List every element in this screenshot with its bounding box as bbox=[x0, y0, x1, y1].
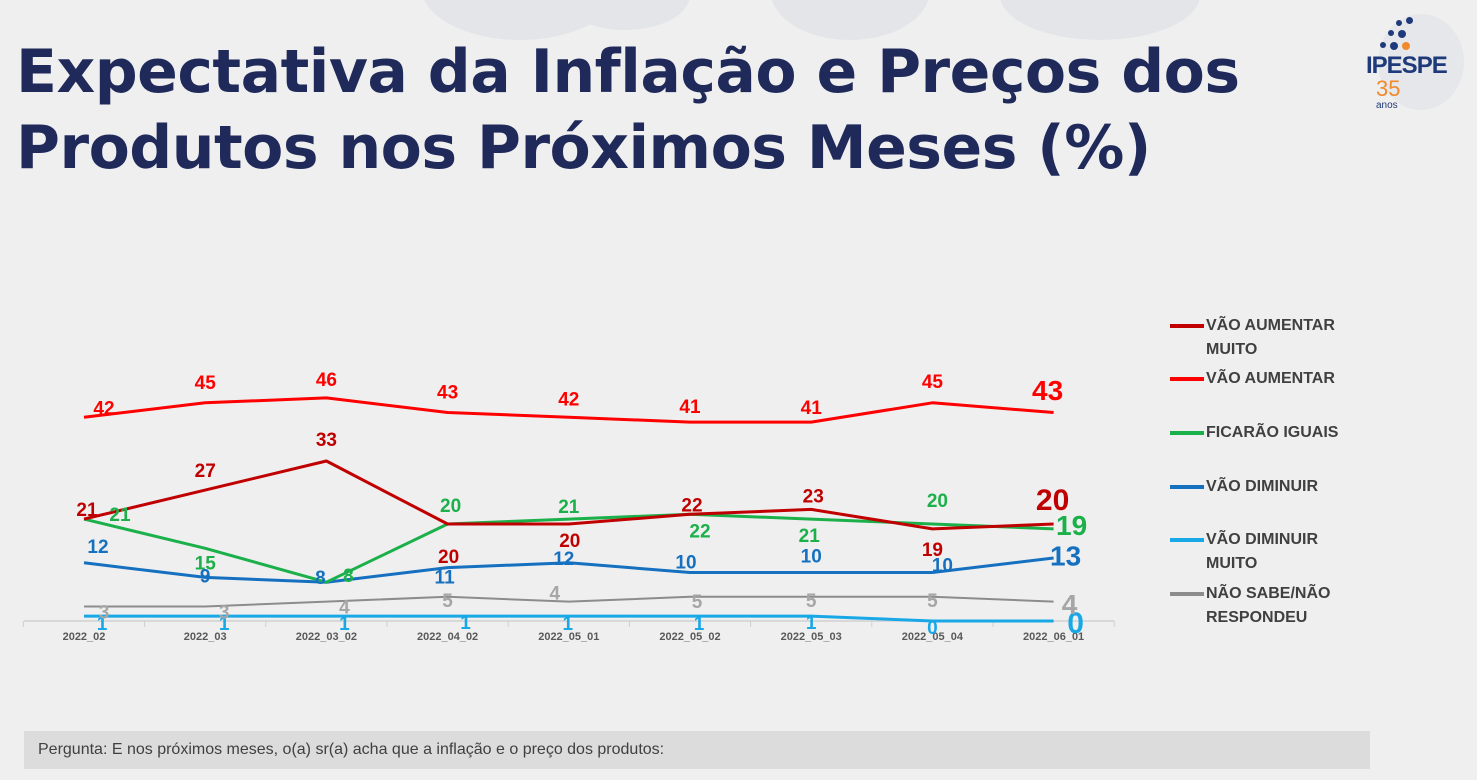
legend-label: NÃO SABE/NÃO RESPONDEU bbox=[1206, 582, 1376, 630]
data-label-diminuir: 8 bbox=[315, 568, 326, 589]
data-label-aumentar: 41 bbox=[679, 397, 701, 418]
data-label-diminuir: 9 bbox=[200, 566, 211, 587]
data-label-diminuir-muito: 0 bbox=[927, 618, 938, 639]
legend-label-line: VÃO DIMINUIR bbox=[1206, 531, 1318, 548]
data-label-iguais: 21 bbox=[799, 526, 821, 547]
data-label-nao-sabe: 5 bbox=[806, 591, 817, 612]
data-label-diminuir-muito: 1 bbox=[806, 613, 817, 634]
legend-label: FICARÃO IGUAIS bbox=[1206, 421, 1376, 445]
data-label-diminuir-muito: 1 bbox=[339, 614, 350, 635]
logo-years: 35 bbox=[1376, 76, 1401, 101]
logo-text: IPESPE bbox=[1366, 52, 1448, 79]
data-label-diminuir: 10 bbox=[801, 547, 822, 568]
data-label-aumentar: 46 bbox=[316, 370, 337, 391]
data-label-aumentar-muito: 33 bbox=[316, 430, 337, 451]
data-label-diminuir: 11 bbox=[435, 568, 456, 589]
legend-label-line: RESPONDEU bbox=[1206, 609, 1308, 626]
x-tick-label: 2022_03_02 bbox=[296, 631, 357, 643]
legend-label: VÃO DIMINUIR MUITO bbox=[1206, 528, 1376, 576]
legend-swatch bbox=[1170, 324, 1204, 328]
data-label-aumentar: 43 bbox=[1032, 375, 1063, 406]
data-label-nao-sabe: 5 bbox=[927, 591, 938, 612]
legend-swatch bbox=[1170, 592, 1204, 596]
data-label-aumentar-muito: 22 bbox=[681, 495, 702, 516]
legend-label-line: MUITO bbox=[1206, 555, 1258, 572]
title-line-2: Produtos nos Próximos Meses (%) bbox=[16, 113, 1151, 183]
x-tick-label: 2022_03 bbox=[184, 631, 227, 643]
legend-label-line: FICARÃO IGUAIS bbox=[1206, 424, 1339, 441]
legend-swatch bbox=[1170, 431, 1204, 435]
x-tick-label: 2022_02 bbox=[63, 631, 106, 643]
x-tick-label: 2022_05_03 bbox=[781, 631, 842, 643]
data-label-diminuir-muito: 1 bbox=[694, 614, 705, 635]
data-label-aumentar-muito: 20 bbox=[559, 531, 580, 552]
data-label-nao-sabe: 4 bbox=[1062, 589, 1078, 620]
data-label-aumentar-muito: 20 bbox=[438, 547, 459, 568]
data-label-iguais: 20 bbox=[927, 491, 948, 512]
data-label-aumentar: 42 bbox=[93, 398, 114, 419]
x-tick-label: 2022_05_01 bbox=[538, 631, 599, 643]
data-label-aumentar-muito: 19 bbox=[922, 540, 943, 561]
legend-label: VÃO AUMENTAR bbox=[1206, 367, 1376, 391]
data-label-nao-sabe: 5 bbox=[692, 592, 703, 613]
series-line-nao-sabe bbox=[84, 595, 1054, 608]
data-label-aumentar: 45 bbox=[922, 372, 944, 393]
x-tick-label: 2022_04_02 bbox=[417, 631, 478, 643]
data-label-nao-sabe: 5 bbox=[442, 591, 453, 612]
data-label-aumentar-muito: 27 bbox=[195, 461, 216, 482]
data-label-diminuir-muito: 1 bbox=[219, 614, 230, 635]
data-label-diminuir: 13 bbox=[1050, 540, 1081, 571]
legend-swatch bbox=[1170, 485, 1204, 489]
series-line-aumentar bbox=[83, 396, 1054, 424]
data-label-aumentar-muito: 20 bbox=[1036, 484, 1069, 517]
data-label-iguais: 22 bbox=[689, 521, 710, 542]
question-footer: Pergunta: E nos próximos meses, o(a) sr(… bbox=[24, 731, 1370, 769]
legend-label: VÃO AUMENTAR MUITO bbox=[1206, 314, 1376, 362]
x-tick-label: 2022_06_01 bbox=[1023, 631, 1084, 643]
data-label-iguais: 21 bbox=[558, 497, 580, 518]
title-line-1: Expectativa da Inflação e Preços dos bbox=[16, 37, 1240, 107]
legend-label-line: VÃO AUMENTAR bbox=[1206, 317, 1335, 334]
legend-label-line: VÃO DIMINUIR bbox=[1206, 478, 1318, 495]
data-label-nao-sabe: 3 bbox=[99, 602, 110, 623]
data-label-diminuir: 10 bbox=[675, 553, 696, 574]
data-label-iguais: 15 bbox=[195, 553, 217, 574]
series-line-diminuir-muito bbox=[84, 614, 1054, 623]
data-label-iguais: 20 bbox=[440, 496, 461, 517]
x-tick-label: 2022_05_02 bbox=[659, 631, 720, 643]
data-label-diminuir: 10 bbox=[932, 556, 953, 577]
data-label-diminuir-muito: 1 bbox=[97, 614, 108, 635]
data-label-nao-sabe: 3 bbox=[219, 602, 230, 623]
data-label-diminuir: 12 bbox=[87, 537, 108, 558]
series-line-diminuir bbox=[83, 556, 1054, 584]
data-label-diminuir-muito: 0 bbox=[1067, 607, 1084, 640]
data-label-iguais: 21 bbox=[109, 505, 131, 526]
ipespe-logo: IPESPE 35 anos bbox=[1366, 14, 1466, 114]
legend-label-line: NÃO SABE/NÃO bbox=[1206, 585, 1331, 602]
legend-swatch bbox=[1170, 377, 1204, 381]
data-label-aumentar-muito: 21 bbox=[76, 500, 98, 521]
data-label-aumentar: 43 bbox=[437, 382, 458, 403]
data-label-aumentar: 41 bbox=[801, 398, 823, 419]
series-line-aumentar-muito bbox=[83, 459, 1054, 531]
legend-label: VÃO DIMINUIR bbox=[1206, 475, 1376, 499]
data-label-diminuir: 12 bbox=[553, 549, 574, 570]
x-tick-label: 2022_05_04 bbox=[902, 631, 964, 643]
legend-swatch bbox=[1170, 538, 1204, 542]
data-label-diminuir-muito: 1 bbox=[460, 613, 471, 634]
data-label-nao-sabe: 4 bbox=[550, 584, 561, 605]
legend-label-line: VÃO AUMENTAR bbox=[1206, 370, 1335, 387]
data-label-nao-sabe: 4 bbox=[339, 598, 350, 619]
data-label-aumentar: 42 bbox=[558, 389, 579, 410]
data-label-diminuir-muito: 1 bbox=[563, 614, 574, 635]
data-label-iguais: 8 bbox=[343, 566, 354, 587]
page-title: Expectativa da Inflação e Preços dos Pro… bbox=[16, 34, 1240, 186]
logo-anos: anos bbox=[1376, 100, 1398, 111]
data-label-iguais: 19 bbox=[1056, 510, 1087, 541]
data-label-aumentar-muito: 23 bbox=[803, 486, 824, 507]
legend-label-line: MUITO bbox=[1206, 341, 1258, 358]
data-label-aumentar: 45 bbox=[195, 373, 217, 394]
